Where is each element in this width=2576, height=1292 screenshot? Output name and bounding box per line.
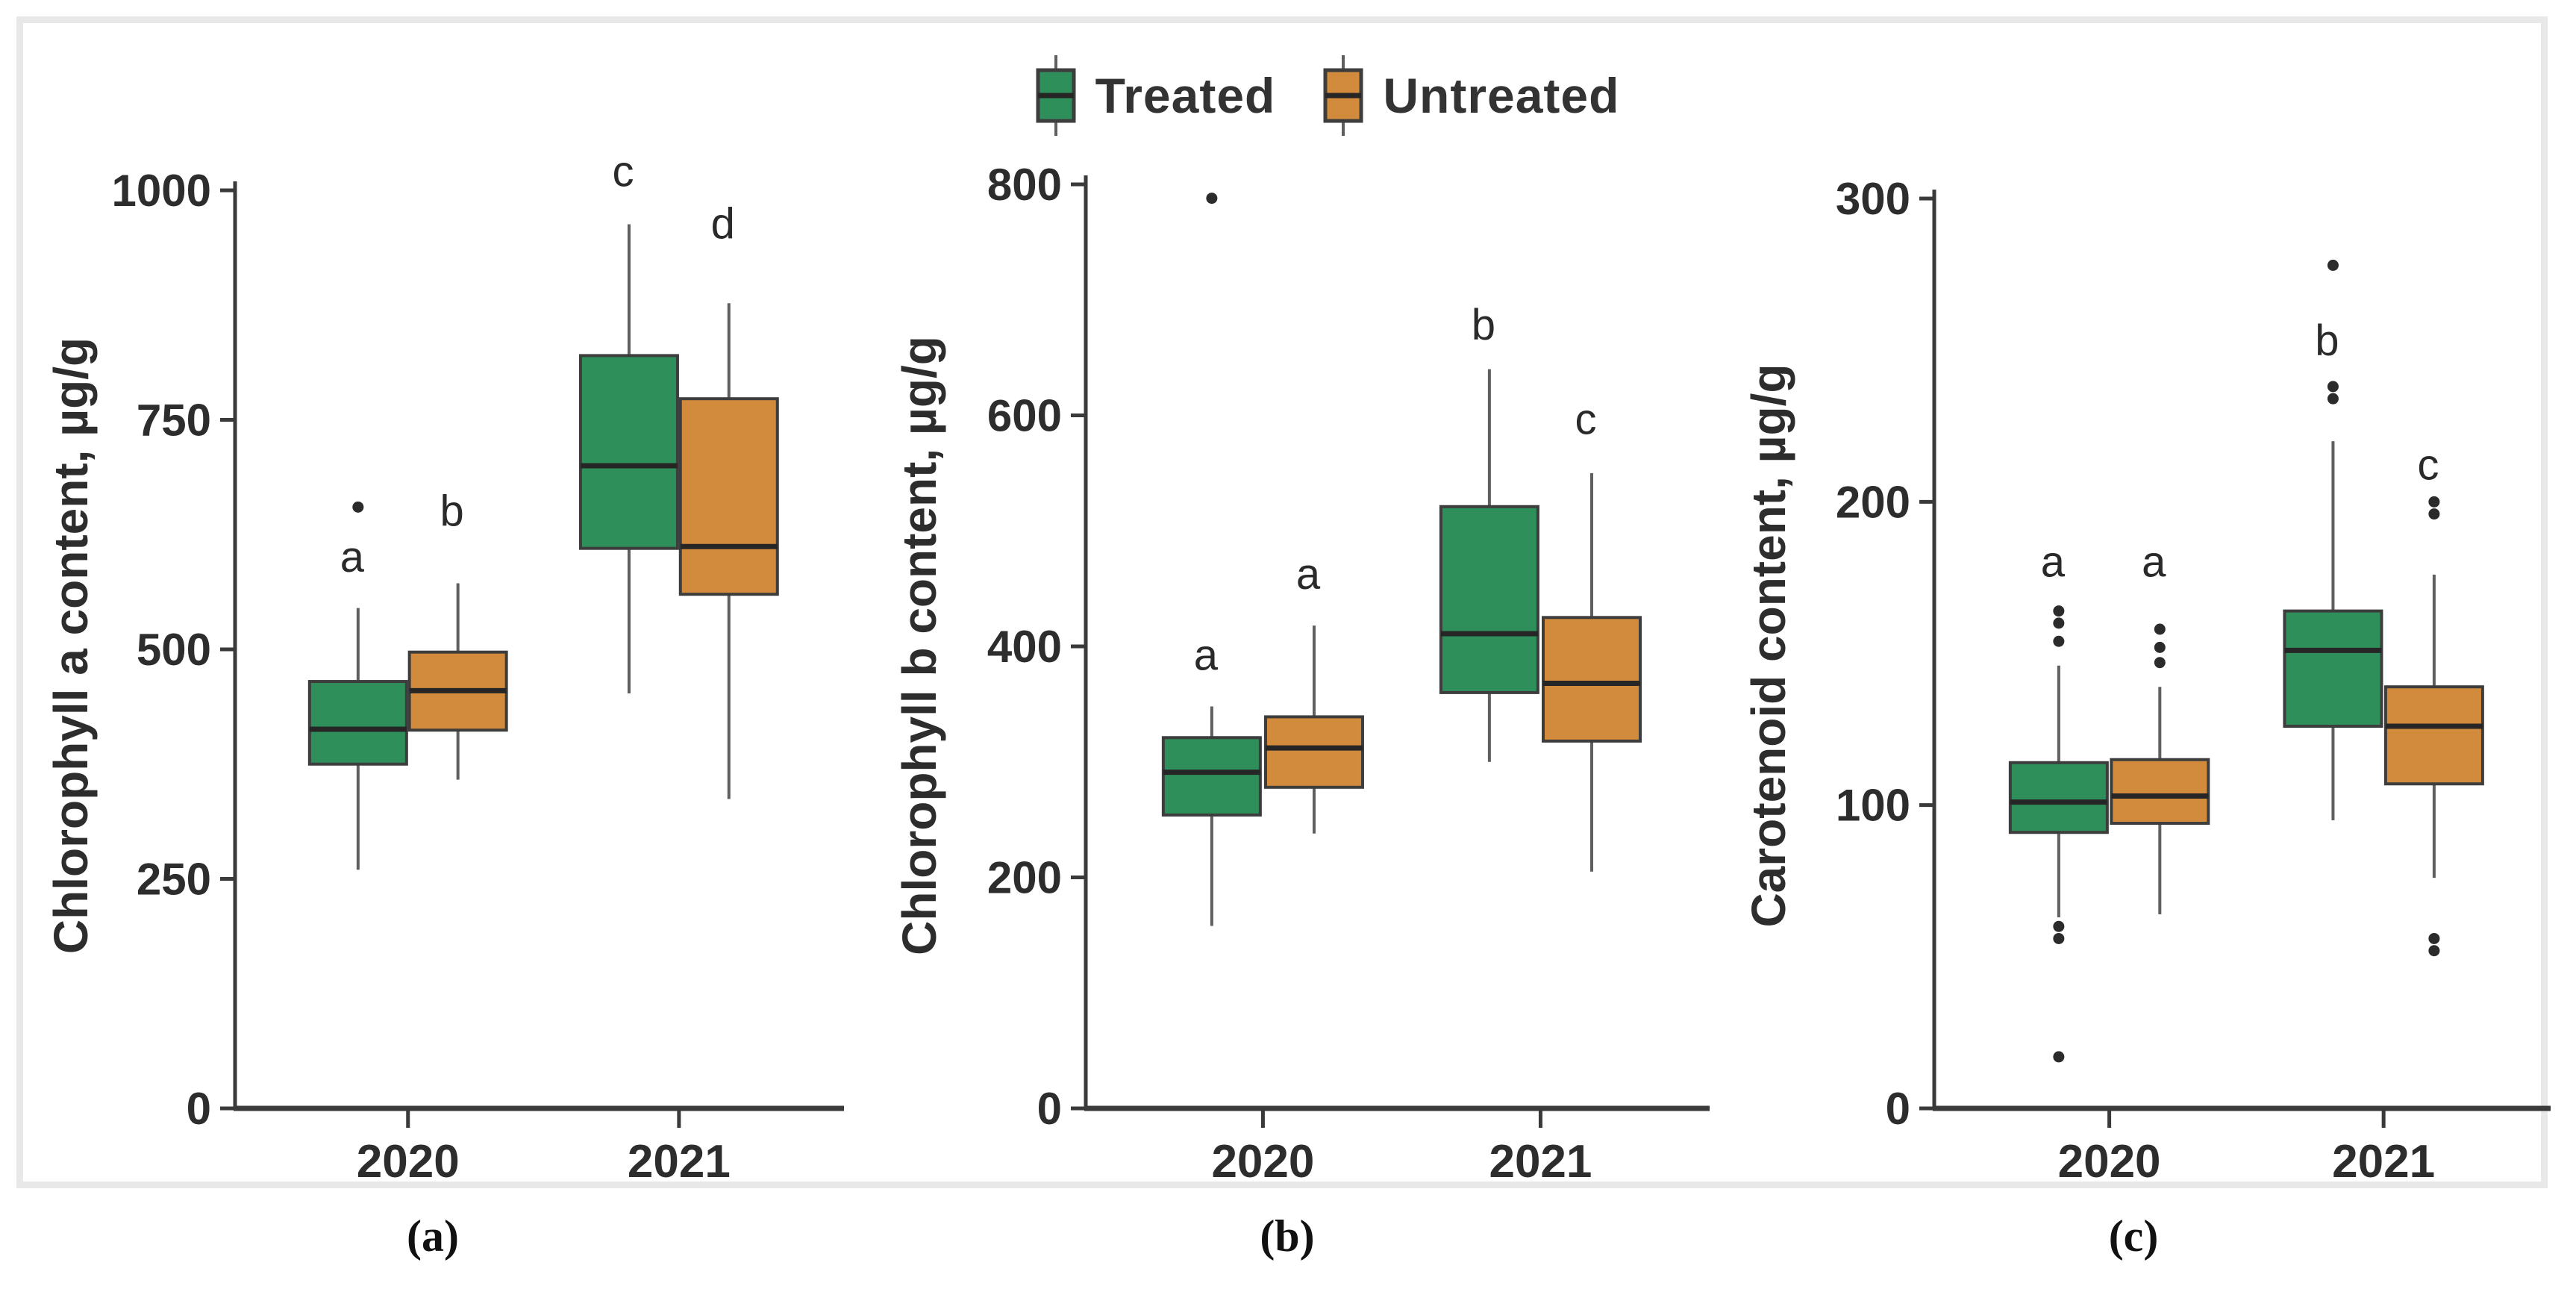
y-tick-label: 300 [1836, 174, 1910, 224]
y-tick-label: 250 [137, 855, 211, 905]
outlier-dot-treated-2020 [1206, 193, 1218, 205]
caption-panel-a: (a) [407, 1211, 459, 1261]
outlier-dot-treated-2020 [2053, 1051, 2065, 1063]
box-untreated-2020 [1263, 715, 1364, 789]
sig-letter-treated-2021: c [612, 147, 634, 196]
outlier-dot-treated-2020 [2053, 617, 2065, 629]
outlier-dot-untreated-2021 [2428, 932, 2440, 944]
box-treated-2021 [2283, 609, 2383, 728]
outlier-dot-untreated-2021 [2428, 496, 2440, 508]
y-tick-label: 200 [1836, 477, 1910, 527]
sig-letter-treated-2021: b [1472, 301, 1495, 349]
legend-item-treated: Treated [1034, 54, 1276, 137]
outlier-dot-untreated-2021 [2428, 508, 2440, 520]
sig-letter-untreated-2020: a [1296, 550, 1321, 599]
box-untreated-2021 [1541, 616, 1642, 743]
outlier-dot-untreated-2020 [2154, 657, 2166, 669]
y-tick-label: 400 [987, 622, 1062, 672]
y-tick-label: 500 [137, 625, 211, 675]
legend: Treated Untreated [0, 54, 2576, 137]
legend-item-untreated: Untreated [1322, 54, 1619, 137]
y-tick-label: 1000 [112, 166, 211, 216]
y-tick-label: 0 [1037, 1084, 1062, 1134]
x-tick-label: 2021 [1489, 1136, 1592, 1188]
box-untreated-2021 [2383, 685, 2484, 786]
y-tick-label: 0 [1886, 1084, 1910, 1134]
outlier-dot-treated-2020 [2053, 920, 2065, 932]
outlier-dot-treated-2021 [2327, 393, 2339, 405]
outlier-dot-treated-2020 [2053, 932, 2065, 944]
outlier-dot-treated-2020 [2053, 635, 2065, 647]
sig-letter-untreated-2021: c [2417, 441, 2439, 490]
x-tick-label: 2020 [2058, 1136, 2161, 1188]
y-tick-label: 800 [987, 160, 1062, 210]
outlier-dot-treated-2020 [352, 501, 364, 513]
legend-label-treated: Treated [1095, 68, 1276, 123]
box-untreated-2021 [678, 397, 779, 596]
box-treated-2020 [307, 680, 408, 766]
y-tick-label: 600 [987, 391, 1062, 441]
box-untreated-2020 [2110, 758, 2210, 826]
y-tick-label: 0 [187, 1084, 211, 1134]
x-tick-label: 2021 [2332, 1136, 2435, 1188]
sig-letter-untreated-2020: b [440, 487, 464, 536]
caption-panel-b: (b) [1260, 1211, 1315, 1261]
x-tick-label: 2020 [1211, 1136, 1314, 1188]
outlier-dot-treated-2020 [2053, 605, 2065, 617]
sig-letter-untreated-2020: a [2142, 538, 2166, 587]
y-tick-label: 100 [1836, 781, 1910, 831]
sig-letter-treated-2020: a [2041, 538, 2066, 587]
box-treated-2020 [2008, 761, 2109, 834]
sig-letter-treated-2021: b [2315, 316, 2339, 365]
y-tick-label: 750 [137, 396, 211, 446]
outlier-dot-treated-2021 [2327, 259, 2339, 271]
outlier-dot-untreated-2021 [2428, 945, 2440, 957]
outlier-dot-untreated-2020 [2154, 623, 2166, 635]
figure-frame [16, 16, 2548, 1188]
legend-label-untreated: Untreated [1383, 68, 1620, 123]
y-tick-label: 200 [987, 853, 1062, 903]
treated-boxplot-icon [1036, 55, 1076, 136]
sig-letter-treated-2020: a [1194, 631, 1219, 679]
caption-panel-c: (c) [2108, 1211, 2159, 1261]
sig-letter-untreated-2021: d [711, 200, 735, 249]
outlier-dot-treated-2021 [2327, 381, 2339, 393]
sig-letter-treated-2020: a [340, 533, 365, 581]
x-tick-label: 2020 [357, 1136, 460, 1188]
x-tick-label: 2021 [628, 1136, 731, 1188]
box-treated-2020 [1161, 736, 1262, 817]
sig-letter-untreated-2021: c [1575, 396, 1596, 444]
outlier-dot-untreated-2020 [2154, 641, 2166, 653]
box-treated-2021 [1439, 505, 1539, 694]
box-treated-2021 [578, 354, 679, 550]
untreated-boxplot-icon [1323, 55, 1363, 136]
